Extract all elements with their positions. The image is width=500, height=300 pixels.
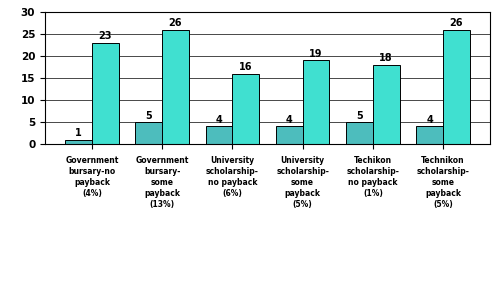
Text: 18: 18 (380, 53, 393, 64)
Bar (206, 126, 233, 144)
Text: 26: 26 (168, 18, 182, 28)
Text: University
scholarship-
no payback
(6%): University scholarship- no payback (6%) (206, 156, 259, 198)
Text: 4: 4 (426, 115, 433, 125)
Text: Technikon
scholarship-
some
payback
(5%): Technikon scholarship- some payback (5%) (416, 156, 470, 209)
Text: Government
bursary-
some
payback
(13%): Government bursary- some payback (13%) (136, 156, 189, 209)
Bar (443, 30, 470, 144)
Text: 5: 5 (356, 111, 363, 121)
Bar (302, 60, 330, 144)
Bar (373, 65, 400, 144)
Bar (416, 126, 443, 144)
Bar (232, 74, 259, 144)
Text: 16: 16 (239, 62, 252, 72)
Bar (346, 122, 373, 144)
Text: 4: 4 (216, 115, 222, 125)
Text: Techikon
scholarship-
no payback
(1%): Techikon scholarship- no payback (1%) (346, 156, 400, 198)
Bar (65, 140, 92, 144)
Text: 23: 23 (98, 32, 112, 41)
Text: 5: 5 (146, 111, 152, 121)
Text: 4: 4 (286, 115, 292, 125)
Bar (276, 126, 302, 144)
Bar (92, 43, 118, 144)
Text: University
scholarship-
some
payback
(5%): University scholarship- some payback (5%… (276, 156, 329, 209)
Bar (136, 122, 162, 144)
Text: Government
bursary-no
payback
(4%): Government bursary-no payback (4%) (65, 156, 118, 198)
Bar (162, 30, 189, 144)
Text: 19: 19 (309, 49, 322, 59)
Text: 1: 1 (75, 128, 82, 138)
Text: 26: 26 (450, 18, 463, 28)
